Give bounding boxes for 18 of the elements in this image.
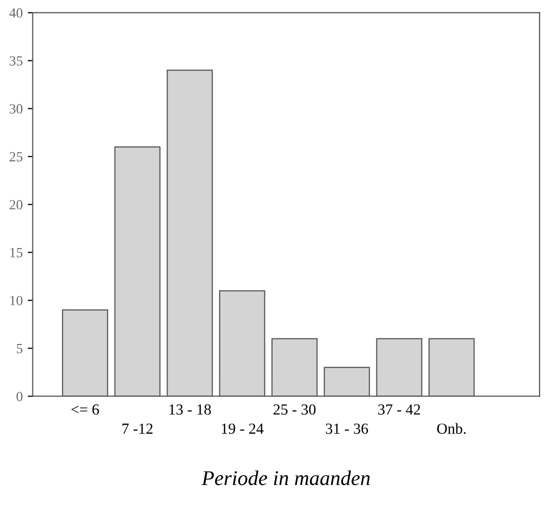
x-tick-label: 31 - 36	[326, 424, 368, 434]
x-tick-label: Onb.	[437, 423, 466, 434]
x-tick-label: 7 -12	[122, 424, 152, 434]
x-tick-label: 13 - 18	[169, 404, 211, 415]
y-tick-label: 35	[10, 56, 22, 66]
y-tick-label: 5	[16, 344, 22, 354]
y-tick-label: 25	[10, 152, 22, 162]
y-tick-label: 0	[16, 392, 22, 402]
y-tick-label: 40	[9, 8, 22, 18]
y-tick-label: 20	[10, 200, 22, 210]
x-tick-label: 19 - 24	[222, 424, 264, 434]
x-tick-label: 37 - 42	[378, 404, 420, 415]
x-axis-title: Periode in maanden	[202, 470, 370, 486]
y-tick-label: 10	[10, 296, 22, 306]
x-tick-label: <= 6	[71, 404, 99, 415]
x-tick-label: 25 - 30	[274, 404, 316, 415]
y-tick-label: 30	[10, 104, 22, 114]
y-tick-label: 15	[10, 248, 22, 258]
